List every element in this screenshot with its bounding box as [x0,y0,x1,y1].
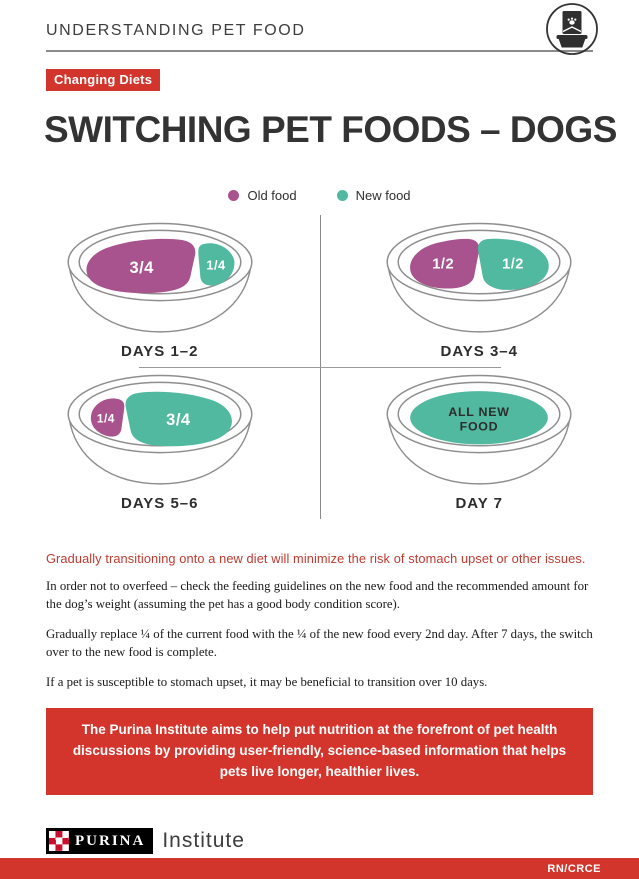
legend-item-new-food: New food [336,187,411,203]
bowl-caption: DAYS 3–4 [440,343,518,361]
horizontal-divider [138,366,501,368]
pet-food-bag-and-bowl-icon [546,3,598,55]
header-divider [46,50,593,52]
bowl-days-1-2-graphic: 3/4 1/4 [67,222,253,333]
purina-checkerboard-icon [49,831,69,852]
key-statement: Gradually transitioning onto a new diet … [46,550,586,566]
new-food-dot-icon [336,189,348,201]
legend-new-label: New food [355,187,411,203]
old-fraction-label: 1/2 [433,256,455,272]
paragraph: Gradually replace ¼ of the current food … [46,626,593,660]
body-copy: In order not to overfeed – check the fee… [46,577,593,692]
purina-institute-callout: The Purina Institute aims to help put nu… [46,708,593,796]
page-title: SWITCHING PET FOODS – DOGS [44,109,617,150]
paragraph: If a pet is susceptible to stomach upset… [46,674,488,689]
legend-item-old-food: Old food [228,187,297,203]
bowl-caption: DAYS 1–2 [121,343,199,361]
new-fraction-label: 1/2 [502,256,524,272]
bowl-diagram-grid: 3/4 1/4 DAYS 1–2 1/2 1/2 DAYS 3–4 [0,214,639,519]
bowl-days-3-4: 1/2 1/2 DAYS 3–4 [320,215,639,367]
legend: Old food New food [0,188,639,203]
bowl-caption: DAYS 5–6 [121,495,199,513]
legend-old-label: Old food [247,187,297,203]
purina-wordmark: PURINA [75,832,146,849]
bowl-days-1-2: 3/4 1/4 DAYS 1–2 [0,215,320,367]
purina-logo-box: PURINA [46,828,154,855]
page-header: UNDERSTANDING PET FOOD [0,0,639,55]
institute-wordmark: Institute [162,829,245,853]
section-badge: Changing Diets [46,69,161,91]
bowl-days-5-6-graphic: 1/4 3/4 [67,374,253,485]
bowl-caption: DAY 7 [455,495,504,513]
paragraph: In order not to overfeed – check the fee… [46,578,589,612]
new-fraction-label: 3/4 [166,410,191,429]
document-code: RN/CRCE [547,862,601,875]
old-fraction-label: 1/4 [97,411,115,425]
bowl-days-5-6: 1/4 3/4 DAYS 5–6 [0,367,320,519]
all-new-food-label-line2: FOOD [460,419,499,433]
old-food-dot-icon [228,189,240,201]
bowl-day-7: ALL NEW FOOD DAY 7 [320,367,639,519]
header-title: UNDERSTANDING PET FOOD [46,22,306,39]
bowl-day-7-graphic: ALL NEW FOOD [386,374,572,485]
new-fraction-label: 1/4 [206,257,226,272]
bowl-days-3-4-graphic: 1/2 1/2 [386,222,572,333]
bottom-bar: RN/CRCE [0,858,639,879]
old-fraction-label: 3/4 [129,258,154,277]
all-new-food-label-line1: ALL NEW [449,404,510,418]
